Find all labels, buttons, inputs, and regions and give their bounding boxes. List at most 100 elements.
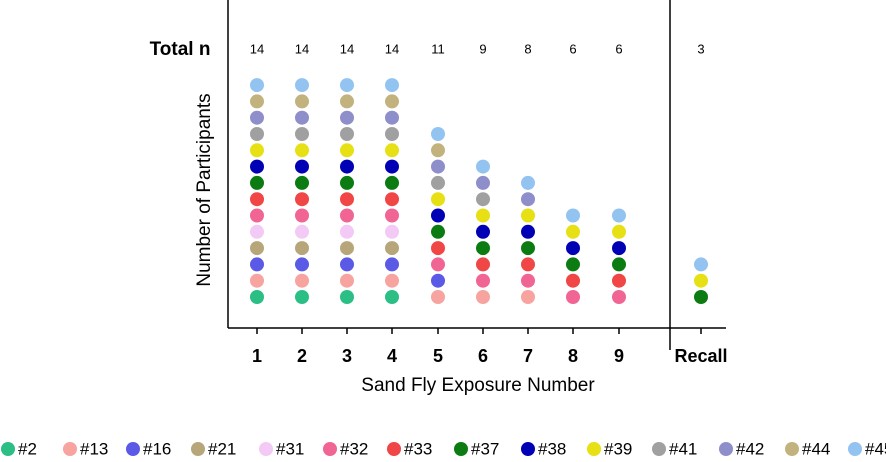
dot xyxy=(295,290,309,304)
dot xyxy=(340,241,354,256)
x-tick-label: 7 xyxy=(523,346,533,366)
legend-label: #21 xyxy=(208,439,236,458)
dot xyxy=(385,224,399,239)
dot xyxy=(250,94,264,109)
dot xyxy=(340,290,354,304)
legend-marker xyxy=(848,442,862,456)
dot xyxy=(250,159,264,174)
dot xyxy=(340,143,354,158)
dot xyxy=(385,273,399,288)
dot xyxy=(431,127,445,141)
dot xyxy=(340,78,354,93)
dot xyxy=(521,192,535,207)
legend-label: #38 xyxy=(538,439,566,458)
dot xyxy=(612,241,626,256)
dot xyxy=(431,159,445,174)
dot xyxy=(521,290,535,304)
total-value: 3 xyxy=(697,41,704,56)
dot xyxy=(340,273,354,288)
legend-marker xyxy=(126,442,140,456)
total-value: 6 xyxy=(615,41,622,56)
dot xyxy=(250,208,264,223)
legend-marker xyxy=(63,442,77,456)
legend-marker xyxy=(323,442,337,456)
dot xyxy=(566,257,580,272)
legend-label: #44 xyxy=(802,439,830,458)
dot xyxy=(385,175,399,190)
legend-marker xyxy=(652,442,666,456)
total-label: Total n xyxy=(150,39,211,60)
dot xyxy=(431,290,445,304)
legend-label: #45 xyxy=(865,439,886,458)
dot xyxy=(295,208,309,223)
dot xyxy=(521,224,535,239)
total-value: 6 xyxy=(569,41,576,56)
dot xyxy=(476,257,490,272)
dot xyxy=(385,94,399,109)
dot xyxy=(385,127,399,141)
dot xyxy=(476,192,490,207)
dot xyxy=(476,273,490,288)
dot xyxy=(295,127,309,141)
total-value: 11 xyxy=(431,41,445,56)
dot xyxy=(521,241,535,256)
legend-marker xyxy=(785,442,799,456)
dot xyxy=(476,159,490,174)
dot xyxy=(385,208,399,223)
legend-label: #32 xyxy=(340,439,368,458)
dot xyxy=(431,224,445,239)
dot xyxy=(250,224,264,239)
dot xyxy=(431,175,445,190)
dot xyxy=(340,110,354,125)
dot xyxy=(295,241,309,256)
dot xyxy=(340,94,354,109)
dot xyxy=(340,257,354,272)
dot xyxy=(521,208,535,223)
x-tick-label: 5 xyxy=(433,346,443,366)
dot xyxy=(521,273,535,288)
dot xyxy=(612,257,626,272)
dot xyxy=(340,175,354,190)
total-value: 14 xyxy=(385,41,399,56)
dot xyxy=(476,224,490,239)
legend-marker xyxy=(587,442,601,456)
dot xyxy=(476,175,490,190)
x-tick-label: Recall xyxy=(674,346,727,366)
dot xyxy=(385,257,399,272)
dot xyxy=(250,273,264,288)
x-tick-label: 2 xyxy=(297,346,307,366)
dot xyxy=(295,110,309,125)
dot xyxy=(521,257,535,272)
dot xyxy=(566,290,580,304)
legend-label: #31 xyxy=(276,439,304,458)
dot xyxy=(694,273,708,288)
dot xyxy=(385,110,399,125)
dot xyxy=(476,241,490,256)
legend-label: #33 xyxy=(404,439,432,458)
legend-label: #16 xyxy=(143,439,171,458)
dot xyxy=(250,257,264,272)
dot xyxy=(250,127,264,141)
dot xyxy=(340,224,354,239)
dot xyxy=(385,143,399,158)
dot xyxy=(431,241,445,256)
dot xyxy=(250,290,264,304)
x-tick-label: 1 xyxy=(252,346,262,366)
dot xyxy=(521,175,535,190)
legend-label: #42 xyxy=(736,439,764,458)
dot xyxy=(612,290,626,304)
y-axis-title: Number of Participants xyxy=(194,93,215,286)
x-tick-label: 6 xyxy=(478,346,488,366)
total-value: 14 xyxy=(340,41,354,56)
total-value: 14 xyxy=(250,41,264,56)
total-value: 9 xyxy=(479,41,486,56)
legend-label: #41 xyxy=(669,439,697,458)
dot xyxy=(566,208,580,223)
legend-marker xyxy=(191,442,205,456)
legend-label: #39 xyxy=(604,439,632,458)
legend-label: #2 xyxy=(18,439,37,458)
x-tick-label: 3 xyxy=(342,346,352,366)
dot xyxy=(566,224,580,239)
dot xyxy=(431,143,445,158)
dot xyxy=(295,175,309,190)
